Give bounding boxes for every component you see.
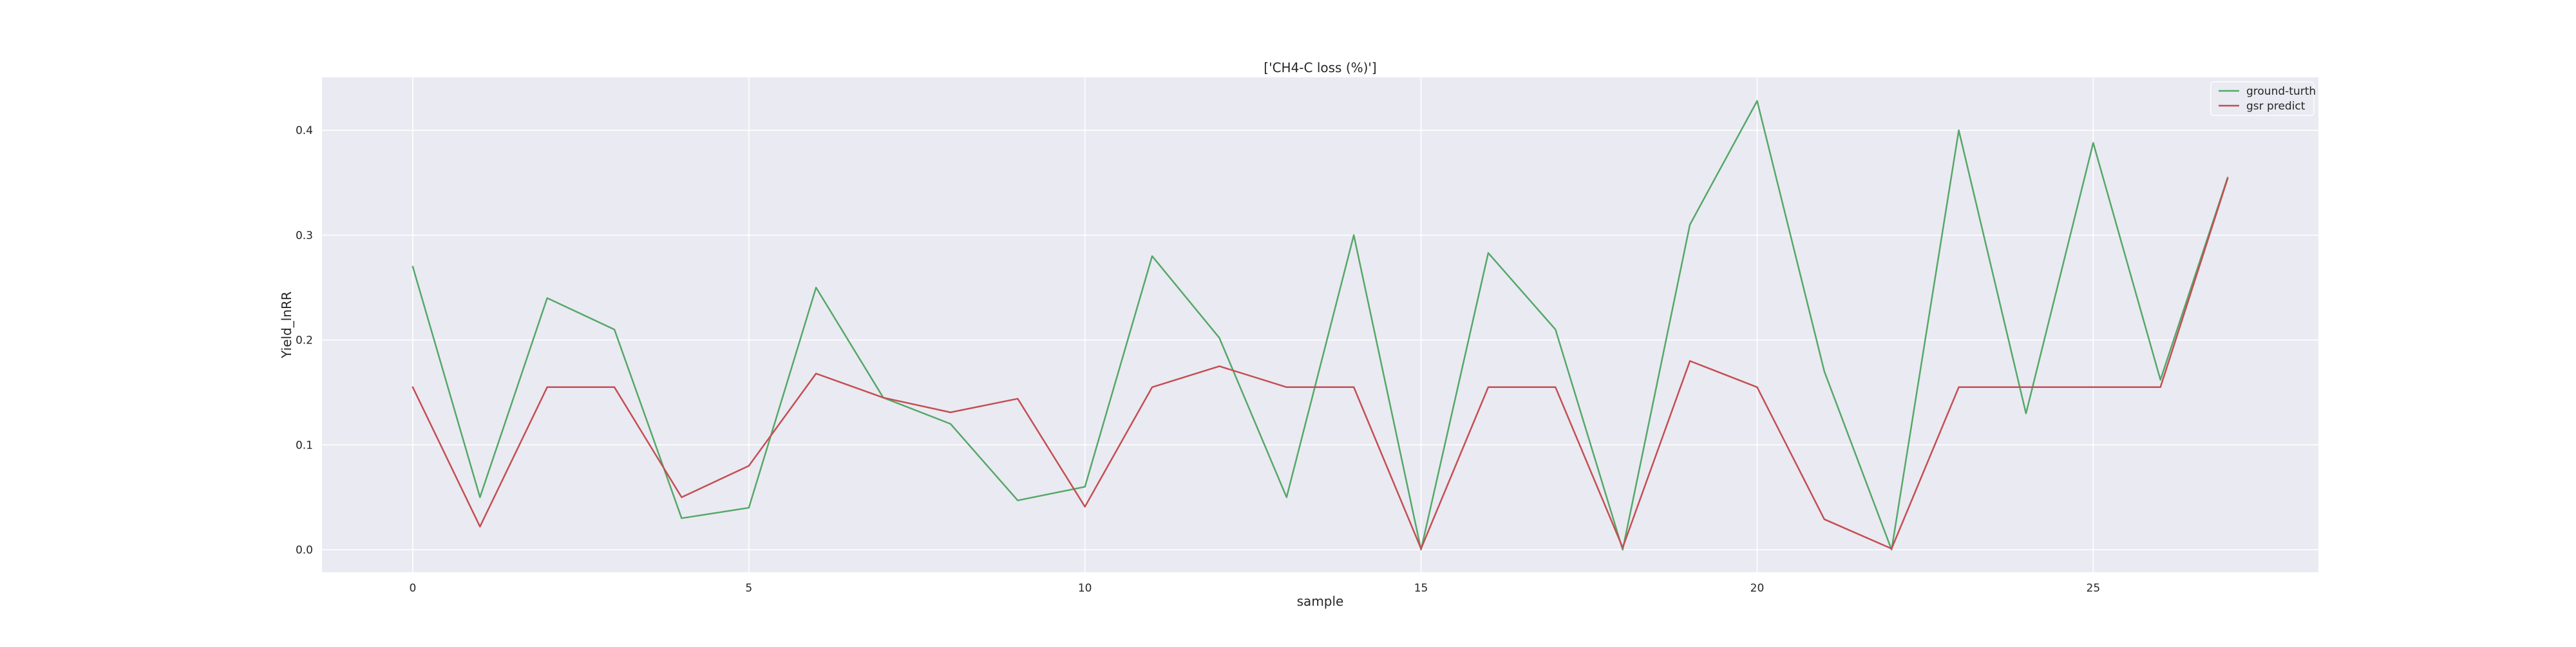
series-lines: [412, 100, 2229, 551]
legend: ground-turth gsr predict: [2210, 81, 2316, 116]
x-tick-label: 0: [409, 582, 416, 595]
legend-label-ground-turth: ground-turth: [2246, 85, 2316, 98]
chart-title: ['CH4-C loss (%)']: [1264, 60, 1376, 75]
x-tick-label: 5: [745, 582, 752, 595]
tick-labels: 0 5 10 15 20 25 0.0 0.1 0.2 0.3 0.4: [296, 124, 2100, 595]
x-tick-label: 20: [1750, 582, 1765, 595]
series-line-gsr-predict: [412, 177, 2229, 550]
x-axis-label: sample: [1297, 594, 1344, 609]
y-tick-label: 0.4: [296, 124, 313, 137]
series-line-ground-turth: [412, 100, 2229, 551]
y-tick-label: 0.1: [296, 439, 313, 452]
x-tick-label: 25: [2087, 582, 2101, 595]
y-tick-label: 0.3: [296, 229, 313, 242]
legend-label-gsr-predict: gsr predict: [2246, 100, 2306, 113]
grid: [322, 77, 2318, 572]
y-tick-label: 0.2: [296, 334, 313, 347]
y-tick-label: 0.0: [296, 544, 313, 557]
plot-background: [322, 77, 2318, 572]
x-tick-label: 15: [1414, 582, 1428, 595]
y-axis-label: Yield_lnRR: [279, 291, 294, 359]
x-tick-label: 10: [1078, 582, 1092, 595]
